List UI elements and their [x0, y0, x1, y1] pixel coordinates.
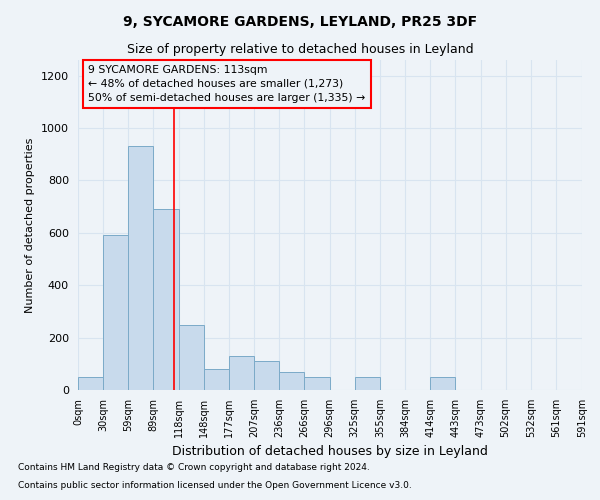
Bar: [304, 377, 329, 390]
Bar: [204, 369, 229, 390]
Text: 9, SYCAMORE GARDENS, LEYLAND, PR25 3DF: 9, SYCAMORE GARDENS, LEYLAND, PR25 3DF: [123, 15, 477, 29]
X-axis label: Distribution of detached houses by size in Leyland: Distribution of detached houses by size …: [172, 446, 488, 458]
Bar: [254, 361, 279, 390]
Bar: [355, 377, 380, 390]
Text: Contains HM Land Registry data © Crown copyright and database right 2024.: Contains HM Land Registry data © Crown c…: [18, 464, 370, 472]
Text: Contains public sector information licensed under the Open Government Licence v3: Contains public sector information licen…: [18, 481, 412, 490]
Text: Size of property relative to detached houses in Leyland: Size of property relative to detached ho…: [127, 42, 473, 56]
Bar: [103, 236, 128, 390]
Bar: [229, 356, 254, 390]
Bar: [128, 146, 154, 390]
Y-axis label: Number of detached properties: Number of detached properties: [25, 138, 35, 312]
Bar: [179, 324, 204, 390]
Bar: [279, 372, 304, 390]
Bar: [430, 377, 455, 390]
Text: 9 SYCAMORE GARDENS: 113sqm
← 48% of detached houses are smaller (1,273)
50% of s: 9 SYCAMORE GARDENS: 113sqm ← 48% of deta…: [88, 65, 365, 103]
Bar: [154, 210, 179, 390]
Bar: [78, 377, 103, 390]
